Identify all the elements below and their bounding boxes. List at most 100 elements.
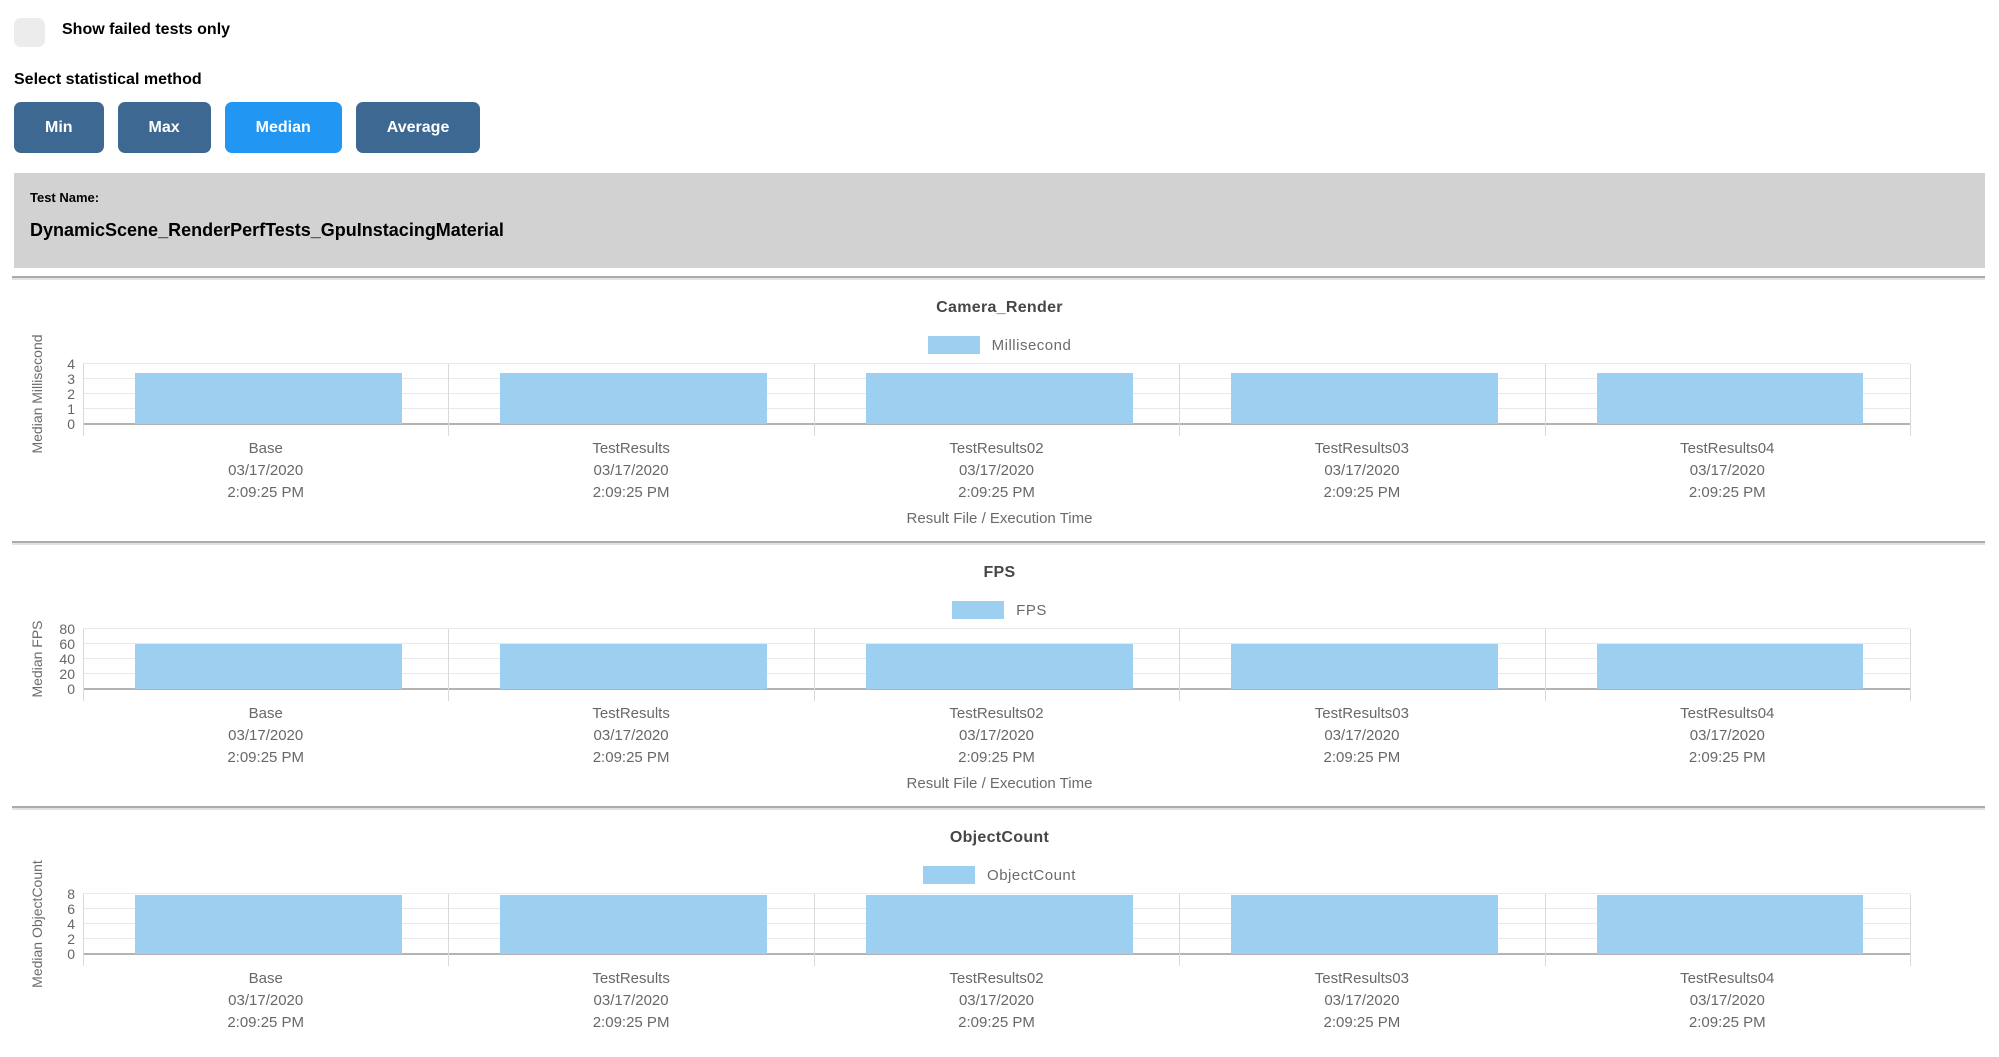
x-group-label: TestResults 03/17/2020 2:09:25 PM (448, 438, 813, 504)
x-group-label: TestResults02 03/17/2020 2:09:25 PM (814, 703, 1179, 769)
v-gridline (1179, 629, 1181, 701)
v-gridline (1910, 629, 1911, 701)
test-name-bar: Test Name: DynamicScene_RenderPerfTests_… (14, 173, 1985, 268)
v-gridline (83, 894, 84, 966)
x-group-label: TestResults 03/17/2020 2:09:25 PM (448, 968, 813, 1034)
y-tick-label: 6 (67, 901, 75, 917)
x-label-name: Base (248, 440, 283, 457)
section-divider (12, 276, 1985, 278)
x-label-date: 03/17/2020 (593, 727, 669, 744)
x-label-name: TestResults (592, 705, 670, 722)
stat-button-max[interactable]: Max (117, 102, 211, 153)
stat-button-median[interactable]: Median (224, 102, 342, 153)
stat-method-label: Select statistical method (14, 71, 202, 88)
show-failed-row: Show failed tests only (14, 18, 1985, 47)
x-label-date: 03/17/2020 (958, 727, 1035, 744)
bar-testresults02 (865, 894, 1133, 954)
chart-title: Camera_Render (936, 299, 1063, 316)
y-ticks: 0 20 40 60 80 (35, 622, 75, 696)
x-group-label: TestResults04 03/17/2020 2:09:25 PM (1545, 968, 1910, 1034)
y-tick-label: 0 (67, 416, 75, 432)
x-label-time: 2:09:25 PM (958, 1014, 1035, 1031)
y-tick-label: 0 (67, 681, 75, 697)
legend-swatch (927, 336, 980, 354)
x-label-name: TestResults (592, 440, 670, 457)
x-label-date: 03/17/2020 (958, 462, 1035, 479)
bar-testresults (500, 373, 768, 424)
x-label-date: 03/17/2020 (1324, 992, 1400, 1009)
plot-wrap: Median FPS 0 20 40 60 80 (29, 620, 1911, 701)
y-tick-label: 40 (59, 651, 75, 667)
bar-base (135, 373, 402, 424)
stat-button-row: Min Max Median Average (14, 102, 1985, 153)
x-label-name: TestResults02 (949, 705, 1044, 722)
bar-testresults02 (865, 644, 1133, 689)
x-group-label: Base 03/17/2020 2:09:25 PM (83, 968, 448, 1034)
h-gridline (83, 363, 1910, 364)
test-name-value: DynamicScene_RenderPerfTests_GpuInstacin… (30, 220, 504, 240)
x-group-label: TestResults03 03/17/2020 2:09:25 PM (1179, 703, 1544, 769)
v-gridline (813, 894, 815, 966)
h-gridline (83, 628, 1910, 629)
y-tick-label: 8 (67, 886, 75, 902)
x-axis-baseline (83, 423, 1910, 425)
y-tick-label: 20 (59, 666, 75, 682)
h-gridline (83, 643, 1910, 644)
x-label-time: 2:09:25 PM (1323, 749, 1401, 766)
chart-objectcount: ObjectCount ObjectCount Median ObjectCou… (0, 829, 1999, 1057)
v-gridline (813, 364, 815, 436)
x-group-label: TestResults 03/17/2020 2:09:25 PM (448, 703, 813, 769)
x-group-label: Base 03/17/2020 2:09:25 PM (83, 438, 448, 504)
v-gridline (1910, 364, 1911, 436)
x-label-name: TestResults02 (949, 970, 1044, 987)
v-gridline (1544, 364, 1546, 436)
chart-legend: Millisecond (0, 336, 1999, 354)
x-group-label: TestResults02 03/17/2020 2:09:25 PM (814, 438, 1179, 504)
x-label-time: 2:09:25 PM (1688, 749, 1766, 766)
chart-title: ObjectCount (949, 829, 1050, 846)
bar-testresults04 (1596, 373, 1864, 424)
chart-camera-render: Camera_Render Millisecond Median Millise… (0, 299, 1999, 527)
v-gridline (1544, 894, 1546, 966)
x-label-name: TestResults04 (1680, 705, 1775, 722)
bar-testresults02 (865, 373, 1133, 424)
x-labels: Base 03/17/2020 2:09:25 PM TestResults 03/17… (83, 438, 1910, 504)
v-gridline (83, 364, 84, 436)
stat-button-min[interactable]: Min (14, 102, 104, 153)
y-tick-label: 60 (59, 636, 75, 652)
x-label-time: 2:09:25 PM (958, 484, 1035, 501)
x-label-date: 03/17/2020 (1689, 992, 1765, 1009)
x-label-time: 2:09:25 PM (227, 749, 305, 766)
v-gridline (1179, 364, 1181, 436)
x-label-time: 2:09:25 PM (958, 749, 1035, 766)
stat-button-average[interactable]: Average (355, 102, 481, 153)
x-axis-baseline (83, 953, 1910, 955)
x-label-name: TestResults03 (1314, 705, 1409, 722)
x-group-label: Base 03/17/2020 2:09:25 PM (83, 703, 448, 769)
y-tick-label: 4 (67, 916, 75, 932)
show-failed-checkbox[interactable] (14, 18, 45, 47)
x-label-date: 03/17/2020 (228, 992, 304, 1009)
x-label-name: Base (248, 970, 283, 987)
x-label-time: 2:09:25 PM (592, 484, 670, 501)
v-gridline (1179, 894, 1181, 966)
page-root: Show failed tests only Select statistica… (0, 0, 1999, 268)
x-label-time: 2:09:25 PM (1688, 1014, 1766, 1031)
show-failed-label: Show failed tests only (62, 21, 231, 38)
x-label-date: 03/17/2020 (1689, 462, 1765, 479)
y-tick-label: 1 (67, 401, 75, 417)
chart-legend: ObjectCount (0, 866, 1999, 884)
x-label-date: 03/17/2020 (593, 462, 669, 479)
chart-legend: FPS (0, 601, 1999, 619)
x-group-label: TestResults03 03/17/2020 2:09:25 PM (1179, 968, 1544, 1034)
v-gridline (1544, 629, 1546, 701)
y-tick-label: 80 (59, 621, 75, 637)
x-label-date: 03/17/2020 (228, 727, 304, 744)
v-gridline (813, 629, 815, 701)
bar-testresults03 (1231, 373, 1498, 424)
bar-testresults (500, 894, 768, 954)
section-divider (12, 806, 1985, 808)
x-label-time: 2:09:25 PM (1323, 1014, 1401, 1031)
x-label-time: 2:09:25 PM (227, 484, 305, 501)
